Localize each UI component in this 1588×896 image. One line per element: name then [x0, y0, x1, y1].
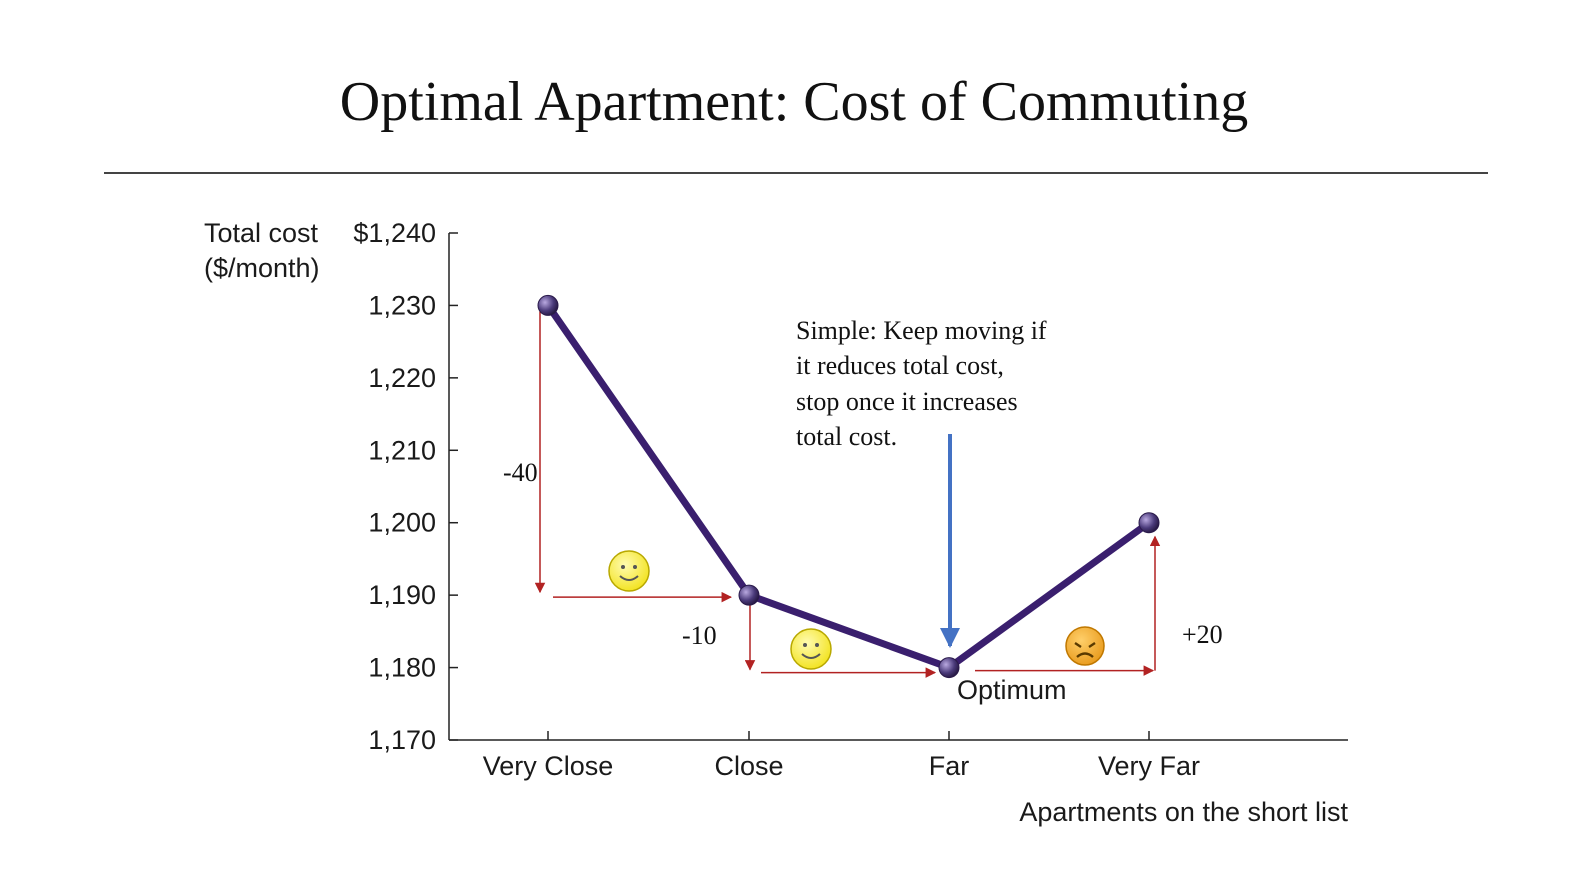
data-point: [537, 294, 559, 316]
happy-face-icon: [608, 550, 650, 592]
sad-face-icon: [1065, 626, 1105, 666]
y-tick-label: $1,240: [353, 218, 436, 248]
x-tick-label: Very Far: [1098, 751, 1200, 781]
delta-annotations: -40 -10 +20: [503, 311, 1223, 678]
y-axis-title-line-2: ($/month): [204, 253, 320, 283]
happy-face-icon: [790, 628, 832, 670]
slide-title: Optimal Apartment: Cost of Commuting: [339, 71, 1249, 133]
y-axis-title-line-1: Total cost: [204, 218, 319, 248]
note-line-3: stop once it increases: [796, 387, 1018, 416]
y-tick-label: 1,220: [368, 363, 436, 393]
data-point: [938, 657, 960, 679]
note-line-4: total cost.: [796, 422, 897, 451]
y-tick-label: 1,200: [368, 508, 436, 538]
delta-label: -40: [503, 458, 538, 487]
cost-series: [537, 294, 1160, 679]
delta-label: +20: [1182, 620, 1223, 649]
x-tick-label: Far: [929, 751, 970, 781]
data-point: [738, 584, 760, 606]
title-divider: [104, 172, 1488, 174]
x-tick-label: Close: [714, 751, 783, 781]
cost-line: [544, 301, 1153, 672]
y-tick-label: 1,180: [368, 653, 436, 683]
delta-label: -10: [682, 621, 717, 650]
data-point: [1138, 512, 1160, 534]
y-tick-label: 1,170: [368, 725, 436, 755]
y-tick-label: 1,230: [368, 290, 436, 320]
x-tick-label: Very Close: [483, 751, 614, 781]
y-tick-label: 1,190: [368, 580, 436, 610]
y-tick-label: 1,210: [368, 435, 436, 465]
axes: 1,170 1,180 1,190 1,200 1,210 1,220 1,230 $1,24…: [353, 218, 1348, 781]
x-axis-title: Apartments on the short list: [1019, 797, 1348, 827]
optimum-label: Optimum: [957, 675, 1067, 705]
note-line-2: it reduces total cost,: [796, 351, 1004, 380]
note-line-1: Simple: Keep moving if: [796, 316, 1047, 345]
